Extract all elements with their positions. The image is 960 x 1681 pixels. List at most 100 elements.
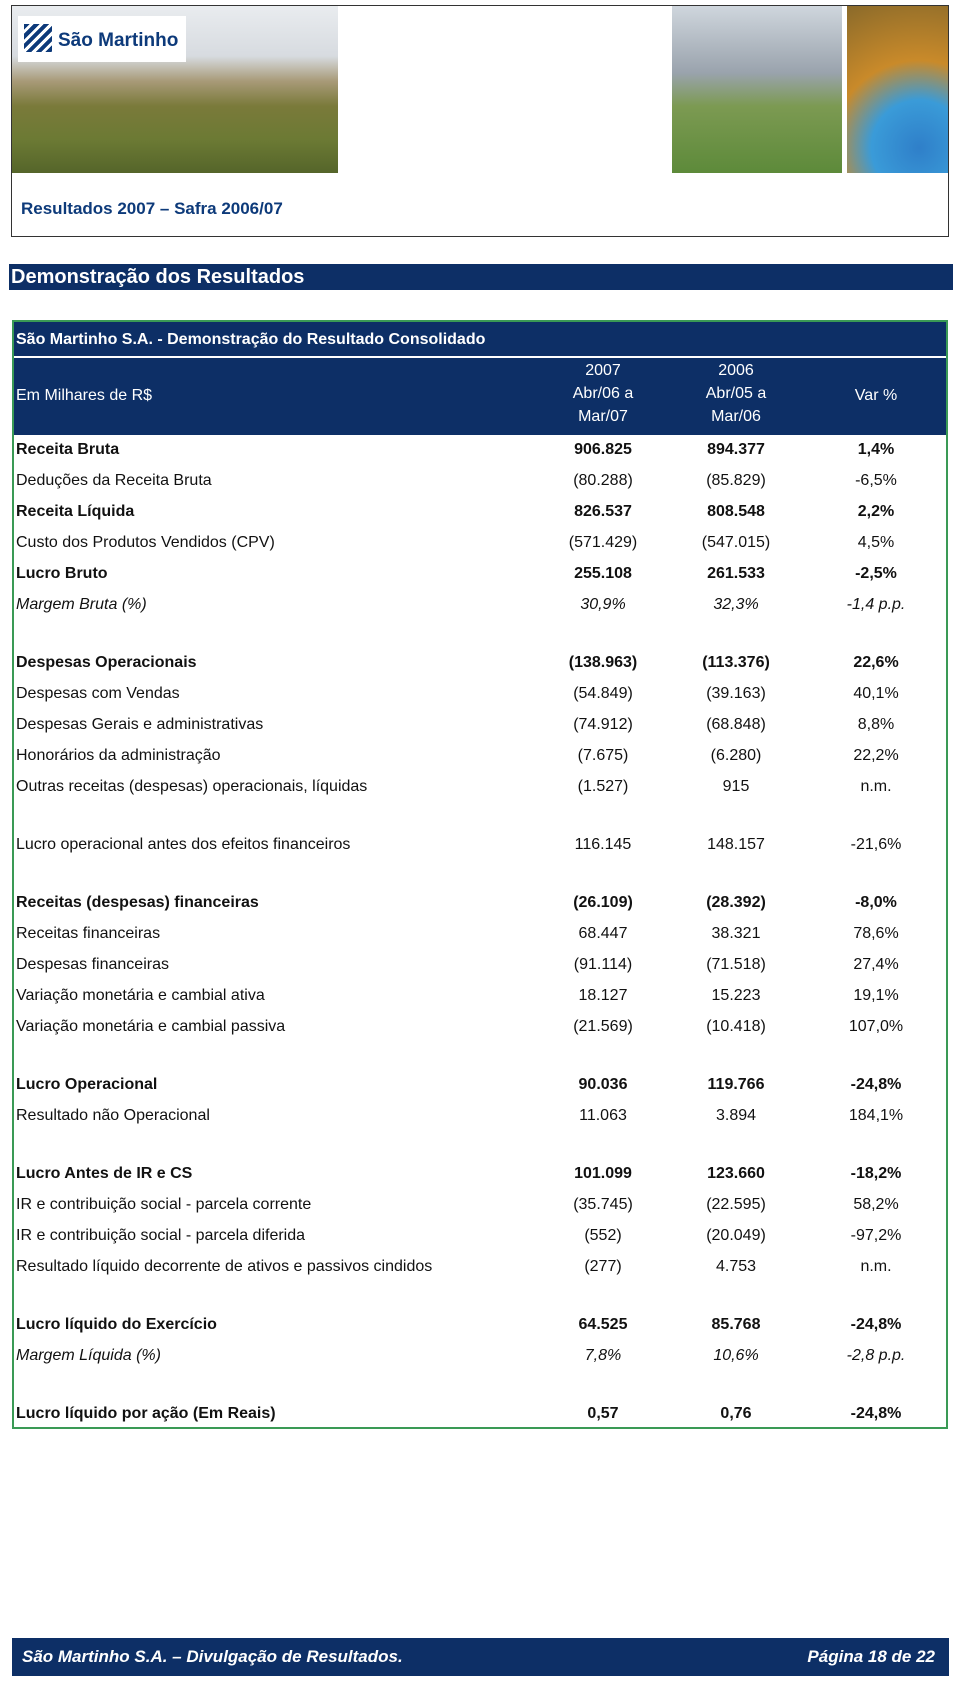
header-strip <box>12 173 948 236</box>
footer-left: São Martinho S.A. – Divulgação de Result… <box>22 1647 403 1666</box>
row-value: 1,4% <box>857 441 895 458</box>
row-value: 22,6% <box>853 654 899 671</box>
row-value: 3.894 <box>715 1107 757 1124</box>
row-label: Deduções da Receita Bruta <box>16 472 212 489</box>
row-value: -97,2% <box>850 1227 902 1244</box>
row-value: 15.223 <box>711 987 761 1004</box>
row-value: 894.377 <box>707 441 765 458</box>
row-value: (138.963) <box>568 654 638 671</box>
row-value: (71.518) <box>706 956 766 973</box>
row-value: 261.533 <box>707 565 765 582</box>
row-value: -21,6% <box>850 836 902 853</box>
row-value: 255.108 <box>574 565 632 582</box>
row-value: (74.912) <box>573 716 633 733</box>
row-label: IR e contribuição social - parcela corre… <box>16 1196 312 1213</box>
column-header: Abr/06 a <box>572 385 634 402</box>
row-value: 0,57 <box>587 1405 619 1422</box>
row-value: 906.825 <box>574 441 632 458</box>
row-value: (7.675) <box>577 747 629 764</box>
row-value: 119.766 <box>707 1076 765 1093</box>
row-value: n.m. <box>860 778 892 795</box>
row-value: 123.660 <box>707 1165 765 1182</box>
footer: São Martinho S.A. – Divulgação de Result… <box>12 1638 949 1676</box>
cane-photo <box>672 6 842 173</box>
column-header: 2006 <box>718 362 754 379</box>
row-value: 148.157 <box>707 836 765 853</box>
row-value: (10.418) <box>706 1018 766 1035</box>
row-value: 11.063 <box>579 1107 627 1124</box>
footer-right: Página 18 de 22 <box>807 1647 935 1666</box>
row-label: Despesas financeiras <box>16 956 169 973</box>
row-value: n.m. <box>860 1258 892 1275</box>
globe-photo <box>847 6 948 173</box>
column-header: Abr/05 a <box>705 385 767 402</box>
row-label: Honorários da administração <box>16 747 221 764</box>
row-value: 915 <box>722 778 750 795</box>
column-header: 2007 <box>585 362 621 379</box>
row-value: 116.145 <box>574 836 632 853</box>
row-label: Lucro líquido por ação (Em Reais) <box>16 1405 276 1422</box>
row-value: (85.829) <box>706 472 766 489</box>
row-value: 68.447 <box>578 925 628 942</box>
row-value: (39.163) <box>706 685 766 702</box>
section-title: Demonstração dos Resultados <box>9 264 953 290</box>
row-label: Lucro Bruto <box>16 565 108 582</box>
row-value: 0,76 <box>720 1405 752 1422</box>
row-value: (68.848) <box>706 716 766 733</box>
row-label: Receitas financeiras <box>16 925 161 942</box>
row-value: -8,0% <box>855 894 897 911</box>
row-value: (54.849) <box>573 685 633 702</box>
logo-icon <box>24 24 52 52</box>
row-value: 7,8% <box>584 1347 622 1364</box>
row-label: Lucro operacional antes dos efeitos fina… <box>16 836 351 853</box>
row-value: 107,0% <box>848 1018 904 1035</box>
row-label: Receitas (despesas) financeiras <box>16 894 259 911</box>
row-value: 4.753 <box>715 1258 757 1275</box>
row-value: (1.527) <box>577 778 629 795</box>
row-value: 32,3% <box>713 596 759 613</box>
row-value: (552) <box>584 1227 622 1244</box>
row-value: 18.127 <box>578 987 628 1004</box>
header: São Martinho Resultados 2007 – Safra 200… <box>11 5 949 237</box>
row-value: 58,2% <box>853 1196 899 1213</box>
row-value: (21.569) <box>573 1018 633 1035</box>
unit-label: Em Milhares de R$ <box>16 387 153 404</box>
row-value: 10,6% <box>713 1347 759 1364</box>
row-label: IR e contribuição social - parcela difer… <box>16 1227 306 1244</box>
row-value: (28.392) <box>706 894 766 911</box>
row-label: Variação monetária e cambial passiva <box>16 1018 286 1035</box>
row-label: Lucro Antes de IR e CS <box>16 1165 193 1182</box>
subtitle: Resultados 2007 – Safra 2006/07 <box>21 199 283 218</box>
row-value: (91.114) <box>573 956 633 973</box>
row-value: (22.595) <box>706 1196 766 1213</box>
row-value: 19,1% <box>853 987 899 1004</box>
row-label: Resultado líquido decorrente de ativos e… <box>16 1258 433 1275</box>
row-value: 184,1% <box>848 1107 904 1124</box>
row-value: (26.109) <box>573 894 633 911</box>
row-value: -1,4 p.p. <box>846 596 906 613</box>
row-value: 101.099 <box>574 1165 632 1182</box>
row-value: -24,8% <box>850 1076 902 1093</box>
column-header: Mar/06 <box>711 408 761 425</box>
row-value: (80.288) <box>573 472 633 489</box>
row-value: -18,2% <box>850 1165 902 1182</box>
row-label: Lucro Operacional <box>16 1076 158 1093</box>
row-value: (6.280) <box>710 747 762 764</box>
row-label: Despesas com Vendas <box>16 685 180 702</box>
row-label: Custo dos Produtos Vendidos (CPV) <box>16 534 275 551</box>
row-value: 8,8% <box>857 716 895 733</box>
row-value: 30,9% <box>580 596 626 613</box>
table-header: Em Milhares de R$ 2007 Abr/06 a Mar/07 2006… <box>14 358 946 435</box>
row-value: 85.768 <box>711 1316 761 1333</box>
row-label: Resultado não Operacional <box>16 1107 210 1124</box>
row-value: 27,4% <box>853 956 899 973</box>
row-value: (113.376) <box>702 654 770 671</box>
row-label: Margem Líquida (%) <box>16 1347 161 1364</box>
column-header: Var % <box>854 387 898 404</box>
row-label: Receita Bruta <box>16 441 120 458</box>
row-label: Despesas Gerais e administrativas <box>16 716 264 733</box>
table-title: São Martinho S.A. - Demonstração do Resu… <box>14 322 946 358</box>
row-label: Receita Líquida <box>16 503 135 520</box>
row-value: 64.525 <box>578 1316 628 1333</box>
row-label: Variação monetária e cambial ativa <box>16 987 265 1004</box>
